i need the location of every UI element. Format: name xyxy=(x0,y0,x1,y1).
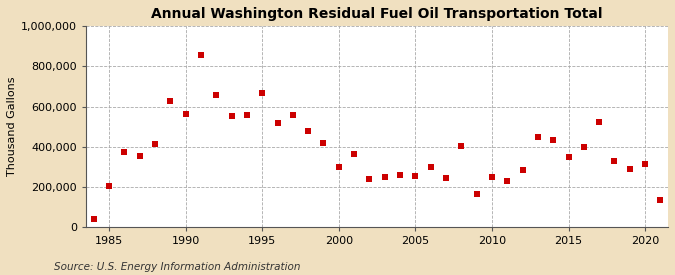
Point xyxy=(609,159,620,163)
Point xyxy=(196,53,207,57)
Point xyxy=(441,176,452,180)
Point xyxy=(180,111,191,116)
Point xyxy=(655,198,666,202)
Point xyxy=(333,165,344,169)
Point xyxy=(226,113,237,118)
Point xyxy=(379,175,390,179)
Point xyxy=(272,120,283,125)
Y-axis label: Thousand Gallons: Thousand Gallons xyxy=(7,77,17,176)
Text: Source: U.S. Energy Information Administration: Source: U.S. Energy Information Administ… xyxy=(54,262,300,272)
Point xyxy=(104,184,115,188)
Point xyxy=(640,162,651,166)
Point xyxy=(349,152,360,156)
Point xyxy=(364,177,375,181)
Title: Annual Washington Residual Fuel Oil Transportation Total: Annual Washington Residual Fuel Oil Tran… xyxy=(151,7,603,21)
Point xyxy=(318,141,329,145)
Point xyxy=(487,175,497,179)
Point xyxy=(563,155,574,159)
Point xyxy=(395,173,406,177)
Point xyxy=(134,153,145,158)
Point xyxy=(119,150,130,154)
Point xyxy=(533,134,543,139)
Point xyxy=(456,144,466,148)
Point xyxy=(303,128,314,133)
Point xyxy=(211,92,221,97)
Point xyxy=(257,90,268,95)
Point xyxy=(88,216,99,221)
Point xyxy=(594,119,605,124)
Point xyxy=(410,174,421,178)
Point xyxy=(517,168,528,172)
Point xyxy=(578,145,589,149)
Point xyxy=(502,179,513,183)
Point xyxy=(425,165,436,169)
Point xyxy=(242,112,252,117)
Point xyxy=(548,138,559,142)
Point xyxy=(624,167,635,171)
Point xyxy=(471,192,482,197)
Point xyxy=(150,142,161,146)
Point xyxy=(288,112,298,117)
Point xyxy=(165,98,176,103)
